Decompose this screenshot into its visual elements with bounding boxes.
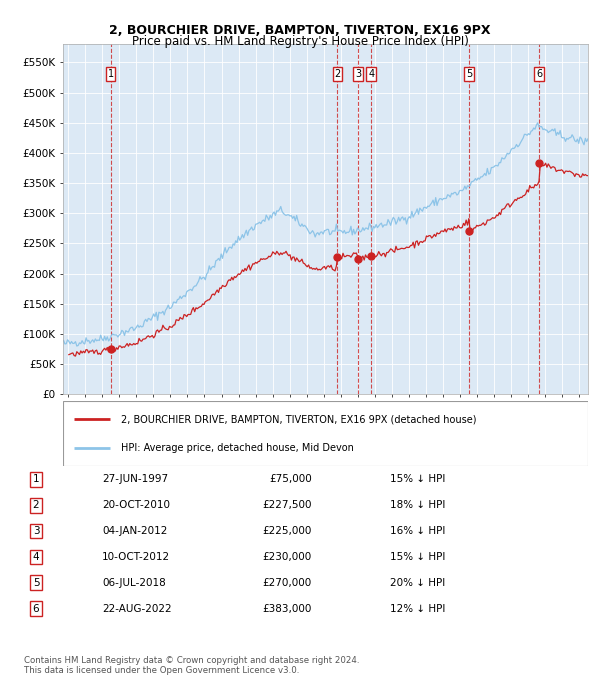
Text: 12% ↓ HPI: 12% ↓ HPI (390, 604, 445, 613)
Text: 1: 1 (32, 475, 40, 484)
Text: 20-OCT-2010: 20-OCT-2010 (102, 500, 170, 510)
Text: 04-JAN-2012: 04-JAN-2012 (102, 526, 167, 536)
Text: £270,000: £270,000 (263, 578, 312, 588)
Text: 18% ↓ HPI: 18% ↓ HPI (390, 500, 445, 510)
Text: £227,500: £227,500 (263, 500, 312, 510)
Text: £383,000: £383,000 (263, 604, 312, 613)
Text: 16% ↓ HPI: 16% ↓ HPI (390, 526, 445, 536)
Text: 06-JUL-2018: 06-JUL-2018 (102, 578, 166, 588)
Text: Contains HM Land Registry data © Crown copyright and database right 2024.: Contains HM Land Registry data © Crown c… (24, 656, 359, 665)
Text: Price paid vs. HM Land Registry's House Price Index (HPI): Price paid vs. HM Land Registry's House … (131, 35, 469, 48)
Text: 4: 4 (32, 552, 40, 562)
Text: 6: 6 (536, 69, 542, 79)
Text: 3: 3 (32, 526, 40, 536)
Text: 6: 6 (32, 604, 40, 613)
Text: 5: 5 (32, 578, 40, 588)
Text: This data is licensed under the Open Government Licence v3.0.: This data is licensed under the Open Gov… (24, 666, 299, 675)
Text: £75,000: £75,000 (269, 475, 312, 484)
FancyBboxPatch shape (63, 401, 588, 466)
Text: 15% ↓ HPI: 15% ↓ HPI (390, 475, 445, 484)
Text: 27-JUN-1997: 27-JUN-1997 (102, 475, 168, 484)
Text: 1: 1 (107, 69, 113, 79)
Text: 3: 3 (355, 69, 361, 79)
Text: 2, BOURCHIER DRIVE, BAMPTON, TIVERTON, EX16 9PX: 2, BOURCHIER DRIVE, BAMPTON, TIVERTON, E… (109, 24, 491, 37)
Text: HPI: Average price, detached house, Mid Devon: HPI: Average price, detached house, Mid … (121, 443, 353, 453)
Text: 2, BOURCHIER DRIVE, BAMPTON, TIVERTON, EX16 9PX (detached house): 2, BOURCHIER DRIVE, BAMPTON, TIVERTON, E… (121, 414, 476, 424)
Text: 22-AUG-2022: 22-AUG-2022 (102, 604, 172, 613)
Text: 10-OCT-2012: 10-OCT-2012 (102, 552, 170, 562)
Text: £230,000: £230,000 (263, 552, 312, 562)
Text: 20% ↓ HPI: 20% ↓ HPI (390, 578, 445, 588)
Text: 5: 5 (466, 69, 472, 79)
Text: 15% ↓ HPI: 15% ↓ HPI (390, 552, 445, 562)
Text: £225,000: £225,000 (263, 526, 312, 536)
Text: 4: 4 (368, 69, 374, 79)
Text: 2: 2 (334, 69, 341, 79)
Text: 2: 2 (32, 500, 40, 510)
